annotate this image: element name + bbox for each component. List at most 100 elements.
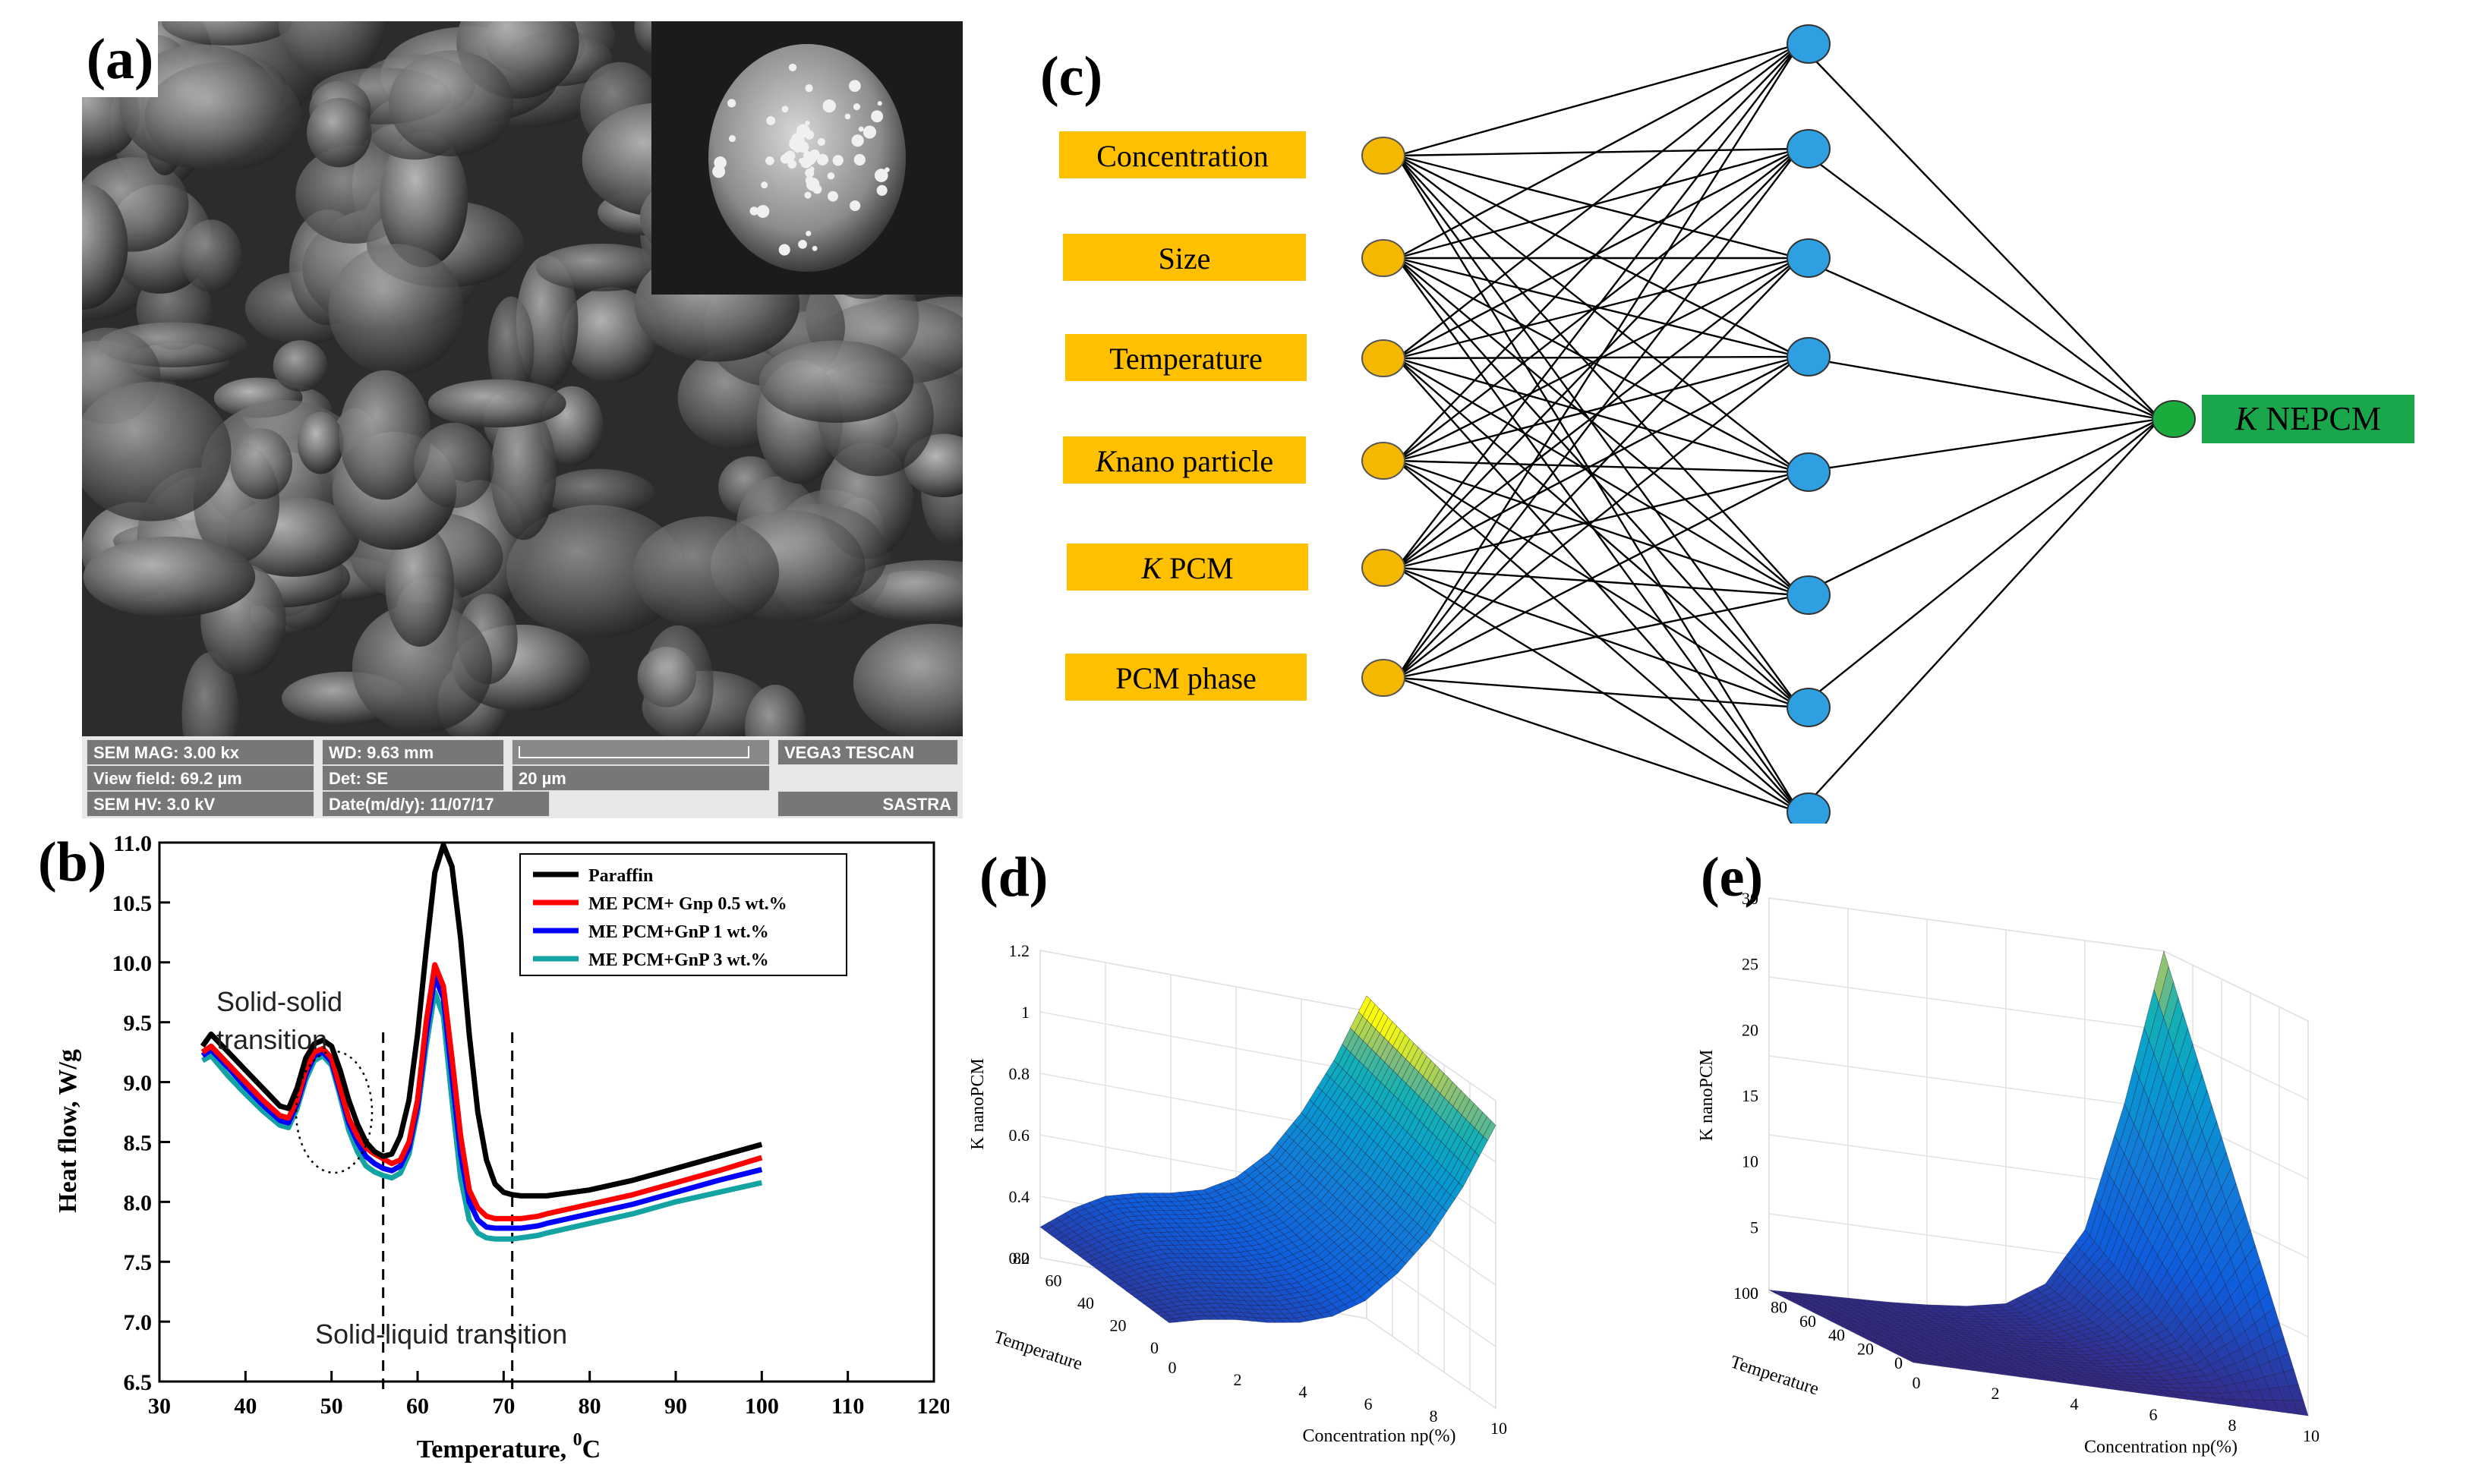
sem-scale-bar — [512, 739, 770, 765]
inset-nanoparticle — [766, 116, 776, 125]
inset-nanoparticle — [812, 184, 822, 194]
input-label: Temperature — [1109, 342, 1263, 376]
input-node — [1361, 137, 1405, 175]
hidden-node — [1787, 129, 1831, 169]
sem-particle — [273, 340, 328, 392]
connection — [1396, 355, 1800, 569]
sem-particle — [161, 21, 293, 46]
inset-nanoparticle — [804, 130, 815, 140]
connection — [1396, 676, 1800, 814]
y-tick-label: 0 — [1150, 1338, 1159, 1357]
input-box — [1063, 234, 1306, 281]
sem-particle — [181, 219, 242, 293]
sem-micrograph — [82, 21, 963, 818]
hidden-node — [1787, 24, 1831, 64]
x-tick-label: 8 — [2228, 1416, 2237, 1435]
y-tick-label: 100 — [1733, 1284, 1758, 1303]
input-label: Knano particle — [1095, 444, 1273, 478]
input-box — [1065, 334, 1307, 381]
inset-nanoparticle — [822, 99, 836, 113]
connection — [1396, 459, 1800, 597]
connection — [1396, 471, 1800, 569]
connection — [1799, 257, 2161, 421]
input-label: K PCM — [1140, 551, 1233, 585]
connection — [1396, 43, 1800, 569]
solid-solid-circle — [295, 1050, 374, 1174]
input-box — [1063, 436, 1306, 484]
inset-nanoparticle — [727, 99, 736, 108]
connection — [1396, 148, 1800, 679]
x-tick-label: 4 — [2070, 1394, 2079, 1413]
sem-particle — [562, 287, 660, 383]
connection — [1396, 155, 1800, 596]
surface-plot-e: (e) 0246810020406080100051015202530Conce… — [1697, 846, 2320, 1457]
connection — [1396, 147, 1800, 260]
connection — [1396, 358, 1800, 813]
input-box — [1065, 654, 1307, 701]
inset-nanoparticle — [749, 206, 759, 216]
inset-nanoparticle — [778, 244, 790, 256]
x-tick-label: 60 — [406, 1394, 429, 1419]
legend-label: ME PCM+GnP 1 wt.% — [588, 922, 769, 942]
inset-nanoparticle — [805, 168, 815, 178]
panel-label-e: (e) — [1701, 846, 1763, 909]
inset-nanoparticle — [806, 230, 812, 237]
connection — [1396, 154, 1800, 260]
x-tick-label: 120 — [917, 1394, 950, 1419]
connection — [1396, 43, 1800, 359]
panel-label-a: (a) — [82, 21, 158, 97]
inset-nanoparticle — [799, 158, 805, 164]
connection — [1396, 257, 1800, 813]
x-tick-label: 110 — [831, 1394, 864, 1419]
input-box — [1059, 131, 1306, 178]
y-tick-label: 11.0 — [113, 831, 152, 856]
inset-nanoparticle — [784, 150, 796, 162]
x-tick-label: 70 — [492, 1394, 515, 1419]
inset-nanoparticle — [714, 156, 727, 169]
connection — [1799, 355, 2161, 421]
inset-nanoparticle — [871, 110, 884, 123]
z-tick-label: 1 — [1021, 1003, 1030, 1022]
connection — [1396, 257, 1800, 679]
y-tick-label: 20 — [1110, 1316, 1127, 1335]
sem-particle — [758, 340, 914, 424]
inset-nanoparticle — [805, 84, 813, 93]
x-tick-label: 6 — [1364, 1394, 1373, 1413]
connection — [1396, 471, 1800, 679]
inset-nanoparticle — [805, 120, 810, 126]
y-tick-label: 7.0 — [124, 1310, 153, 1335]
sem-image-panel: SEM MAG: 3.00 kx WD: 9.63 mm View field:… — [82, 21, 963, 818]
sem-particle — [385, 524, 455, 647]
legend-label: ME PCM+GnP 3 wt.% — [588, 950, 769, 970]
sem-site: SASTRA — [777, 791, 958, 817]
inset-nanoparticle — [853, 153, 866, 166]
sem-particle — [506, 505, 685, 638]
y-tick-label: 40 — [1828, 1325, 1845, 1344]
connection — [1396, 357, 1800, 597]
surface-patch — [2293, 1400, 2309, 1416]
surface-plot-d: (d) 0 2 4 6 8 10 0 20 40 60 800.2 0.4 0.6 0.8 1 1.2 Conc… — [968, 846, 1507, 1446]
y-tick-label: 8.5 — [124, 1130, 153, 1155]
inset-nanoparticle — [756, 205, 770, 218]
panel-label-d: (d) — [979, 846, 1048, 909]
inset-nanoparticle — [858, 126, 864, 132]
connection — [1396, 356, 1800, 679]
connection — [1396, 154, 1800, 358]
inset-nanoparticle — [804, 191, 812, 199]
connection — [1396, 257, 1800, 596]
y-tick-label: 9.5 — [124, 1011, 153, 1036]
sem-particle — [83, 537, 256, 618]
inset-nanoparticle — [827, 172, 835, 180]
sem-brand: VEGA3 TESCAN — [777, 739, 958, 765]
x-tick-label: 50 — [320, 1394, 343, 1419]
plot-frame — [158, 841, 935, 1383]
sem-particle — [306, 97, 372, 168]
inset-nanoparticle — [812, 245, 818, 251]
input-label: Concentration — [1096, 139, 1269, 173]
sem-info-bar: SEM MAG: 3.00 kx WD: 9.63 mm View field:… — [82, 736, 963, 818]
connection — [1396, 257, 1800, 708]
sem-particle — [427, 379, 566, 428]
y-axis-label: Temperature — [992, 1327, 1085, 1374]
y-tick-label: 9.0 — [124, 1071, 153, 1096]
sem-particle — [853, 623, 963, 742]
